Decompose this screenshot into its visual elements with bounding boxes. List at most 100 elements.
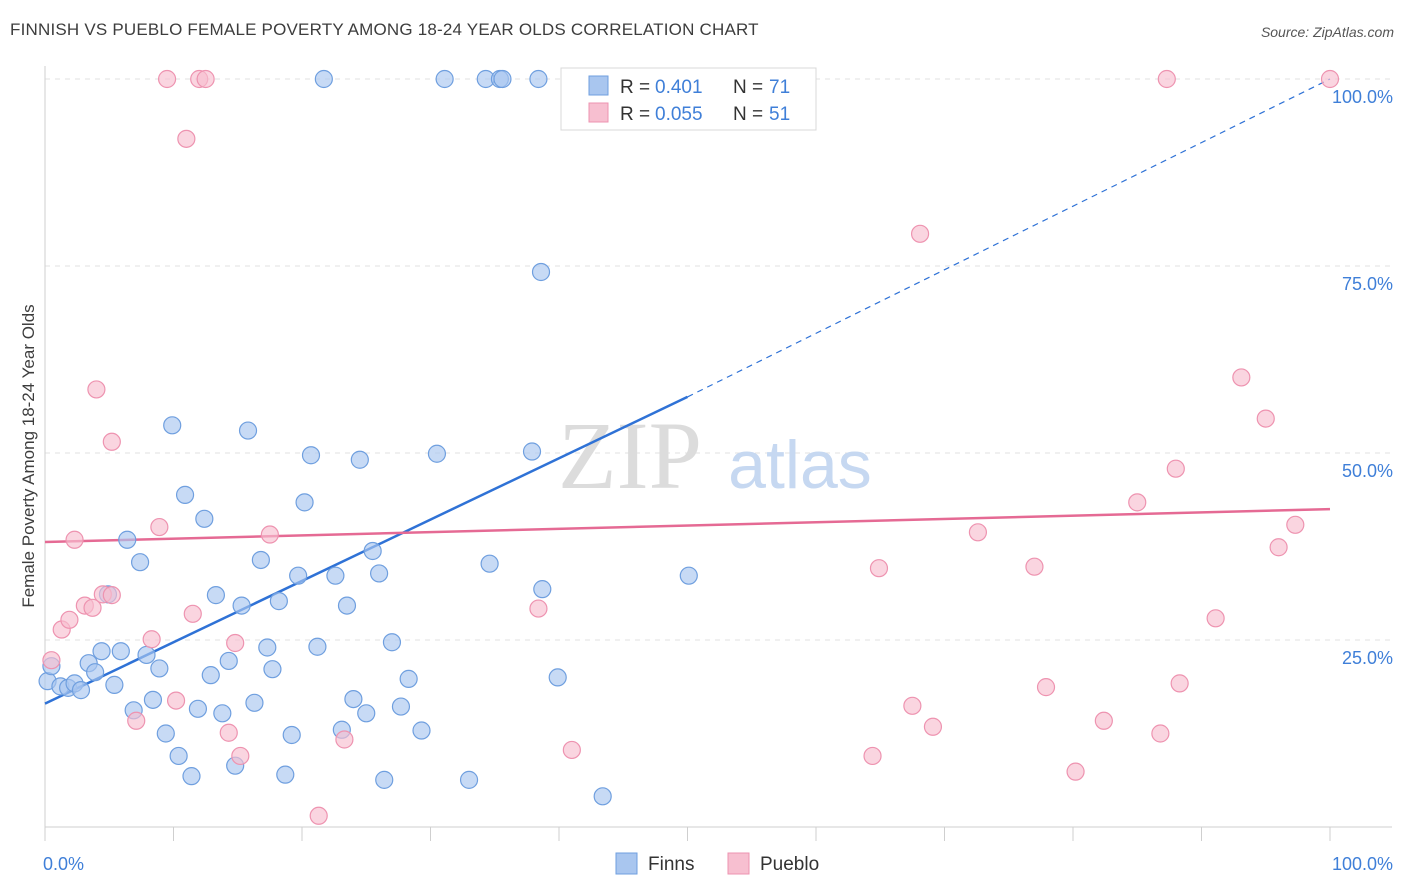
finns-point <box>137 645 156 665</box>
pueblo-point <box>102 432 121 451</box>
pueblo-point <box>157 69 177 89</box>
pueblo-legend-swatch <box>727 852 750 875</box>
finns-point <box>169 746 188 766</box>
finns-point <box>337 596 357 615</box>
pueblo-point <box>166 691 186 710</box>
finns-point <box>375 770 394 789</box>
finns-point <box>295 493 314 512</box>
finns-legend-label: Finns <box>648 854 694 875</box>
finns-point <box>412 721 431 740</box>
finns-point <box>258 638 277 657</box>
pueblo-point <box>83 598 102 617</box>
finns-point <box>427 444 447 463</box>
finns-point <box>522 442 542 461</box>
finns-point <box>435 69 454 89</box>
legend-r-label-finns: R = <box>620 77 650 98</box>
finns-point <box>531 262 551 282</box>
bottom-legend: Finns Pueblo <box>615 852 819 875</box>
pueblo-point <box>142 630 161 649</box>
pueblo-point <box>1036 678 1056 697</box>
pueblo-point <box>923 717 943 736</box>
finns-point <box>71 681 91 700</box>
finns-point <box>301 446 321 465</box>
finns-point <box>263 660 282 679</box>
legend-n-label-pueblo: N = <box>733 104 763 125</box>
pueblo-point <box>42 651 61 670</box>
finns-point <box>679 566 698 585</box>
finns-point <box>118 530 137 549</box>
pueblo-point <box>102 586 121 605</box>
pueblo-point <box>903 696 922 715</box>
finns-point <box>251 550 270 570</box>
finns-point <box>344 689 363 709</box>
legend-r-value-pueblo: 0.055 <box>655 104 703 125</box>
pueblo-point <box>335 730 354 749</box>
finns-point <box>459 770 479 789</box>
pueblo-point <box>65 530 84 549</box>
pueblo-trend-line <box>44 507 1331 544</box>
legend-r-value-finns: 0.401 <box>655 77 703 98</box>
x-tick-label: 0.0% <box>43 854 84 874</box>
pueblo-point <box>1206 609 1225 628</box>
pueblo-point <box>1232 368 1251 387</box>
pueblo-point <box>183 604 202 623</box>
pueblo-point <box>127 711 146 730</box>
finns-point <box>350 450 369 469</box>
pueblo-point <box>562 740 581 760</box>
pueblo-point <box>863 746 882 766</box>
finns-point <box>370 564 389 583</box>
finns-point <box>593 787 612 806</box>
finns-point <box>206 586 226 605</box>
finns-legend-swatch <box>615 852 638 875</box>
pueblo-point <box>60 610 79 629</box>
finns-point <box>111 642 130 661</box>
pueblo-point <box>87 380 106 399</box>
tick-labels: 25.0% 50.0% 75.0% 100.0% 0.0% 100.0% <box>43 87 1393 874</box>
finns-swatch <box>588 75 609 96</box>
y-tick-label: 25.0% <box>1342 648 1393 668</box>
pueblo-point <box>1066 762 1085 781</box>
finns-point <box>357 704 376 723</box>
pueblo-point <box>177 129 196 148</box>
y-tick-label: 50.0% <box>1342 461 1393 481</box>
pueblo-legend-label: Pueblo <box>760 854 819 875</box>
finns-point <box>282 725 301 745</box>
pueblo-point <box>226 633 245 653</box>
y-tick-label: 75.0% <box>1342 274 1393 294</box>
legend-box: R = 0.401 N = 71 R = 0.055 N = 51 <box>560 67 817 131</box>
pueblo-point <box>1151 724 1170 743</box>
watermark: ZIP atlas <box>558 402 872 509</box>
finns-point <box>201 666 220 685</box>
finns-point <box>130 553 150 572</box>
pueblo-point <box>869 559 889 578</box>
finns-point <box>163 416 182 435</box>
finns-point <box>363 541 382 561</box>
pueblo-point <box>1286 515 1305 534</box>
legend-n-label-finns: N = <box>733 77 763 98</box>
pueblo-point <box>231 746 250 766</box>
finns-point <box>326 566 345 585</box>
finns-point <box>493 69 512 89</box>
finns-point <box>391 697 411 716</box>
pueblo-point <box>529 599 548 618</box>
finns-point <box>195 509 214 528</box>
watermark-zip: ZIP <box>558 402 702 509</box>
pueblo-point <box>219 723 238 742</box>
finns-point <box>276 765 295 784</box>
finns-point <box>175 485 195 504</box>
finns-point <box>314 69 333 89</box>
chart-title: FINNISH VS PUEBLO FEMALE POVERTY AMONG 1… <box>10 20 759 39</box>
finns-point <box>219 651 238 671</box>
y-tick-label: 100.0% <box>1332 87 1393 107</box>
x-tick-label: 100.0% <box>1332 854 1393 874</box>
source-label: Source: ZipAtlas.com <box>1260 24 1394 40</box>
pueblo-point <box>1157 69 1176 89</box>
finns-point <box>92 642 111 661</box>
pueblo-point <box>1025 557 1044 576</box>
finns-point <box>480 554 499 573</box>
watermark-atlas: atlas <box>728 427 872 503</box>
finns-point <box>143 690 163 709</box>
pueblo-point <box>1166 459 1185 478</box>
finns-point <box>238 421 258 440</box>
finns-point <box>86 663 105 682</box>
